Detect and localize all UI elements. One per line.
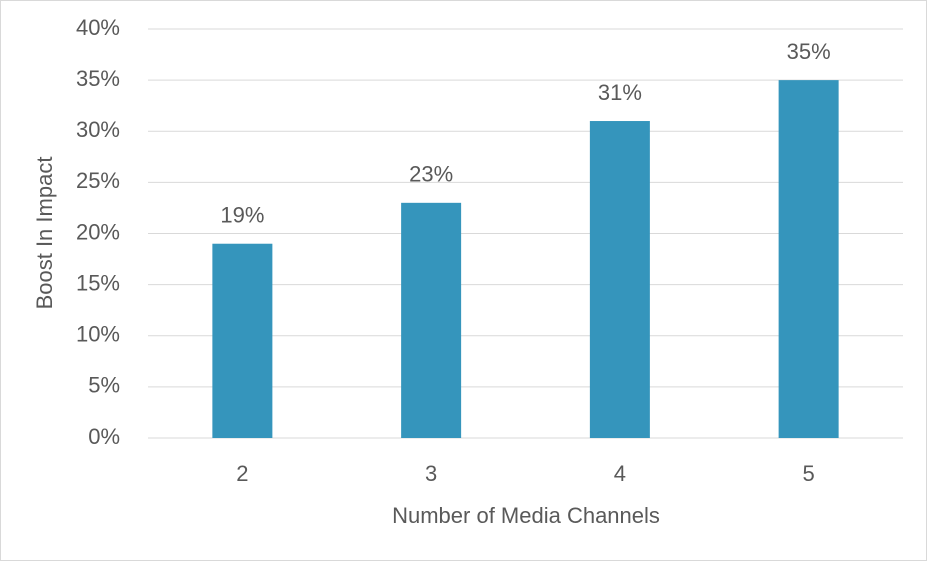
data-label: 35%: [787, 39, 831, 64]
x-tick-label: 4: [614, 461, 626, 486]
data-label: 31%: [598, 80, 642, 105]
bar: [401, 202, 462, 438]
y-tick-label: 40%: [76, 15, 120, 40]
y-tick-label: 30%: [76, 117, 120, 142]
y-tick-label: 5%: [88, 373, 120, 398]
x-axis-title: Number of Media Channels: [392, 503, 660, 528]
x-tick-label: 2: [236, 461, 248, 486]
x-tick-label: 5: [803, 461, 815, 486]
bar: [589, 121, 650, 439]
bar: [212, 243, 273, 438]
y-tick-label: 20%: [76, 219, 120, 244]
y-tick-label: 35%: [76, 66, 120, 91]
y-tick-label: 25%: [76, 168, 120, 193]
y-tick-label: 15%: [76, 270, 120, 295]
y-tick-label: 10%: [76, 322, 120, 347]
y-tick-label: 0%: [88, 424, 120, 449]
bar: [778, 80, 839, 438]
data-label: 23%: [409, 162, 453, 187]
data-label: 19%: [220, 203, 264, 228]
y-axis-title: Boost In Impact: [32, 157, 57, 310]
x-tick-label: 3: [425, 461, 437, 486]
